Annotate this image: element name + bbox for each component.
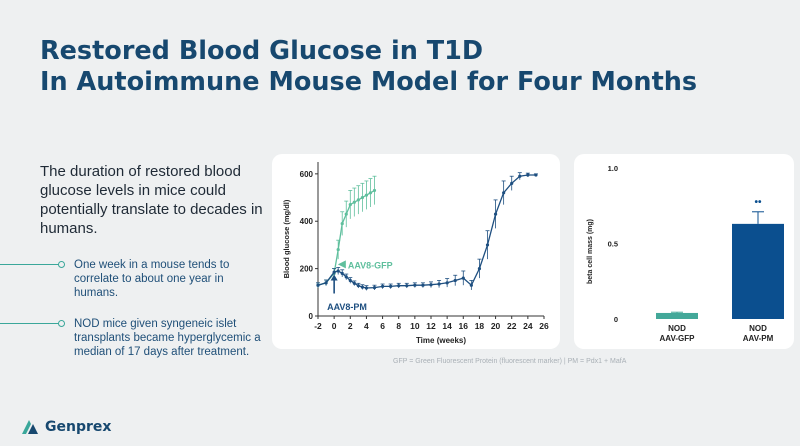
x-tick-label: 26 xyxy=(539,321,549,331)
pm-arrow-icon xyxy=(330,274,338,281)
data-point xyxy=(336,269,340,273)
gfp-pointer-icon xyxy=(337,260,346,269)
data-point xyxy=(360,285,364,289)
data-point xyxy=(360,195,364,200)
bullet-marker-1 xyxy=(0,261,65,268)
footnote: GFP = Green Fluorescent Protein (fluores… xyxy=(393,358,627,365)
data-point xyxy=(405,284,409,288)
bar-nod-aav-gfp xyxy=(656,312,698,319)
data-point xyxy=(493,212,498,216)
title-line-1: Restored Blood Glucose in T1D xyxy=(40,36,484,66)
line-chart-card: 0 200 400 600 -2 0 2 4 6 8 10 12 14 16 18 20 22 24 26 Time … xyxy=(272,154,560,349)
x-tick-label: 4 xyxy=(364,321,369,331)
data-point xyxy=(332,270,336,274)
bullet-dot-icon xyxy=(58,320,65,327)
data-point xyxy=(445,281,449,285)
logo: Genprex xyxy=(20,418,111,436)
annotation-pm: AAV8-PM xyxy=(327,302,367,312)
y-tick-label: 200 xyxy=(300,265,314,274)
data-point xyxy=(477,267,482,271)
title-line-2: In Autoimmune Mouse Model for Four Month… xyxy=(40,67,698,97)
category-label-line1: NOD xyxy=(668,324,686,333)
x-tick-label: 16 xyxy=(459,321,469,331)
data-point xyxy=(485,243,490,247)
x-tick-label: 12 xyxy=(426,321,436,331)
x-tick-label: 14 xyxy=(442,321,452,331)
annotation-gfp: AAV8-GFP xyxy=(348,260,393,270)
y-axis-label: Blood glucose (mg/dl) xyxy=(282,199,291,278)
bullet-text-2: NOD mice given syngeneic islet transplan… xyxy=(74,318,261,358)
bar-nod-aav-pm xyxy=(732,223,784,319)
x-tick-label: 18 xyxy=(475,321,485,331)
x-tick-label: -2 xyxy=(314,321,322,331)
x-tick-label: 10 xyxy=(410,321,420,331)
logo-mark-icon xyxy=(22,420,38,434)
bar-chart-card: 0 0.5 1.0 beta cell mass (mg) NOD AAV-GFP NOD A… xyxy=(574,154,794,349)
data-point xyxy=(356,284,360,288)
x-tick-label: 24 xyxy=(523,321,533,331)
y-tick-label: 400 xyxy=(300,217,314,226)
y-tick-label: 1.0 xyxy=(608,164,618,173)
data-point xyxy=(352,200,356,204)
bullet-dot-icon xyxy=(58,261,65,268)
data-point xyxy=(518,174,522,178)
data-point xyxy=(526,173,530,177)
x-tick-label: 6 xyxy=(380,321,385,331)
bullet-marker-2 xyxy=(0,320,65,327)
data-point xyxy=(413,283,417,287)
data-point xyxy=(372,285,377,290)
significance-marker: •• xyxy=(754,197,762,208)
data-point xyxy=(316,283,320,287)
category-label-line1: NOD xyxy=(749,324,767,333)
data-point xyxy=(352,281,356,285)
x-tick-label: 22 xyxy=(507,321,517,331)
lead-paragraph: The duration of restored blood glucose l… xyxy=(40,163,263,237)
data-point xyxy=(389,284,393,288)
data-point xyxy=(364,193,369,197)
x-axis-label: Time (weeks) xyxy=(416,336,466,345)
y-tick-label: 600 xyxy=(300,170,314,179)
data-point xyxy=(437,282,441,286)
data-point xyxy=(344,212,348,216)
data-point xyxy=(348,278,352,283)
page-title: Restored Blood Glucose in T1D In Autoimm… xyxy=(40,36,760,98)
data-point xyxy=(461,276,465,280)
data-point xyxy=(469,283,473,287)
y-tick-label: 0.5 xyxy=(608,240,618,249)
data-point xyxy=(534,173,538,177)
y-tick-label: 0 xyxy=(614,315,618,324)
y-axis-label: beta cell mass (mg) xyxy=(587,219,594,284)
category-label-line2: AAV-GFP xyxy=(660,334,696,343)
x-tick-label: 8 xyxy=(396,321,401,331)
logo-text: Genprex xyxy=(45,419,112,435)
data-point xyxy=(340,271,344,275)
data-point xyxy=(372,188,377,193)
data-point xyxy=(502,191,506,195)
x-tick-label: 20 xyxy=(491,321,501,331)
y-tick-label: 0 xyxy=(309,312,314,321)
data-point xyxy=(344,275,348,279)
data-point xyxy=(356,198,360,202)
data-point xyxy=(336,248,340,252)
data-point xyxy=(348,203,352,207)
x-tick-label: 0 xyxy=(332,321,337,331)
data-point xyxy=(364,286,369,290)
data-point xyxy=(453,278,457,283)
bullet-text-1: One week in a mouse tends to correlate t… xyxy=(74,259,230,299)
data-point xyxy=(510,181,514,185)
data-point xyxy=(421,283,425,287)
data-point xyxy=(429,283,433,287)
data-point xyxy=(324,281,328,285)
data-point xyxy=(340,222,344,226)
data-point xyxy=(397,284,401,288)
x-tick-label: 2 xyxy=(348,321,353,331)
data-point xyxy=(380,284,385,288)
category-label-line2: AAV-PM xyxy=(743,334,774,343)
data-point xyxy=(368,191,373,195)
